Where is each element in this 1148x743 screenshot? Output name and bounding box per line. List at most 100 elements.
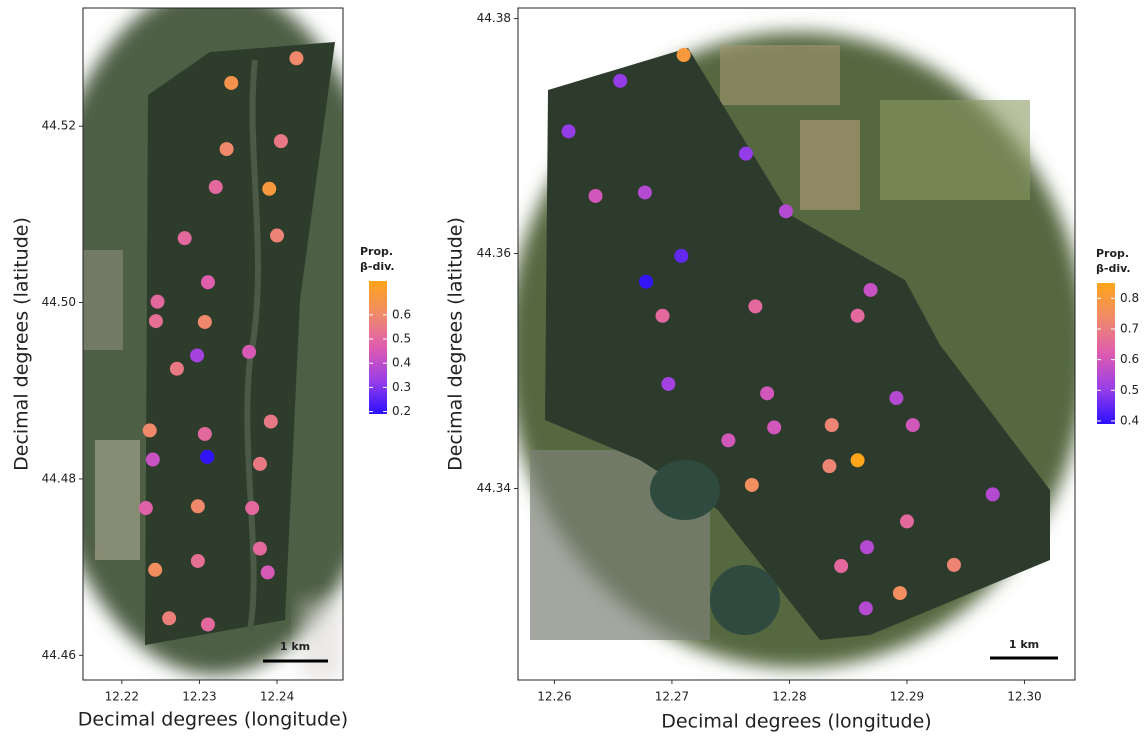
sample-point <box>639 274 654 289</box>
scale-bar-label: 1 km <box>280 640 310 653</box>
plot-frame <box>82 7 344 681</box>
sample-point <box>613 73 628 88</box>
colorbar-tick-label: 0.5 <box>1120 383 1139 397</box>
sample-point <box>177 231 192 246</box>
colorbar-tick-label: 0.8 <box>1120 291 1139 305</box>
sample-point <box>200 617 215 632</box>
sample-point <box>637 185 652 200</box>
sample-point <box>289 51 304 66</box>
colorbar-tick-label: 0.2 <box>392 404 411 418</box>
sample-point <box>148 562 163 577</box>
x-tick-label: 12.28 <box>772 690 806 704</box>
x-axis-label: Decimal degrees (longitude) <box>661 711 931 733</box>
y-tick-label: 44.46 <box>42 648 76 662</box>
legend-title: Prop. <box>1096 247 1129 260</box>
x-tick-label: 12.24 <box>260 690 294 704</box>
sample-point <box>824 418 839 433</box>
sample-point <box>767 420 782 435</box>
colorbar-tick-label: 0.5 <box>392 332 411 346</box>
sample-point <box>748 299 763 314</box>
sample-point <box>860 540 875 555</box>
sample-point <box>892 586 907 601</box>
sample-point <box>822 459 837 474</box>
sample-point <box>738 146 753 161</box>
sample-point <box>899 514 914 529</box>
legend-title: Prop. <box>360 245 393 258</box>
colorbar <box>1097 283 1115 424</box>
x-tick-label: 12.30 <box>1007 690 1041 704</box>
y-tick-label: 44.50 <box>42 295 76 309</box>
sample-point <box>834 559 849 574</box>
sample-point <box>676 47 691 62</box>
sample-point <box>863 282 878 297</box>
sample-point <box>561 124 576 139</box>
y-axis-label: Decimal degrees (latitude) <box>11 217 33 471</box>
colorbar-tick-label: 0.4 <box>1120 413 1139 427</box>
colorbar-tick-label: 0.7 <box>1120 321 1139 335</box>
colorbar-tick-label: 0.6 <box>1120 352 1139 366</box>
sample-point <box>661 376 676 391</box>
colorbar <box>369 281 387 414</box>
colorbar-tick-label: 0.6 <box>392 307 411 321</box>
colorbar-tick-label: 0.4 <box>392 356 411 370</box>
sample-point <box>190 348 205 363</box>
sample-point <box>273 134 288 149</box>
sample-point <box>263 414 278 429</box>
map-background <box>83 8 343 680</box>
sample-point <box>270 228 285 243</box>
sample-point <box>985 487 1000 502</box>
sample-point <box>905 418 920 433</box>
sample-point <box>148 314 163 329</box>
sample-point <box>744 477 759 492</box>
sample-point <box>197 314 212 329</box>
sample-point <box>778 204 793 219</box>
sample-point <box>169 361 184 376</box>
sample-point <box>208 180 223 195</box>
sample-point <box>252 541 267 556</box>
y-tick-label: 44.38 <box>477 11 511 25</box>
sample-point <box>252 456 267 471</box>
sample-point <box>142 423 157 438</box>
y-tick-label: 44.34 <box>477 481 511 495</box>
sample-point <box>946 557 961 572</box>
sample-point <box>721 433 736 448</box>
sample-point <box>858 601 873 616</box>
y-tick-label: 44.48 <box>42 471 76 485</box>
sample-point <box>760 386 775 401</box>
x-tick-label: 12.23 <box>182 690 216 704</box>
x-tick-label: 12.29 <box>890 690 924 704</box>
x-tick-label: 12.27 <box>655 690 689 704</box>
map-background <box>518 32 1075 668</box>
sample-point <box>190 553 205 568</box>
legend-title: β-div. <box>360 260 395 273</box>
y-tick-label: 44.36 <box>477 246 511 260</box>
x-tick-label: 12.22 <box>105 690 139 704</box>
sample-point <box>224 75 239 90</box>
sample-point <box>242 344 257 359</box>
sample-point <box>850 453 865 468</box>
y-tick-label: 44.52 <box>42 119 76 133</box>
sample-point <box>150 294 165 309</box>
sample-point <box>889 391 904 406</box>
sample-point <box>588 188 603 203</box>
sample-point <box>200 449 215 464</box>
plot-frame <box>517 7 1076 681</box>
sample-point <box>190 499 205 514</box>
y-axis-label: Decimal degrees (latitude) <box>445 217 467 471</box>
legend-title: β-div. <box>1096 262 1131 275</box>
sample-point <box>260 565 275 580</box>
sample-point <box>197 426 212 441</box>
sample-point <box>674 248 689 263</box>
sample-point <box>219 142 234 157</box>
scale-bar-label: 1 km <box>1009 638 1039 651</box>
colorbar-tick-label: 0.3 <box>392 380 411 394</box>
sample-point <box>262 181 277 196</box>
sample-point <box>655 308 670 323</box>
x-tick-label: 12.26 <box>537 690 571 704</box>
x-axis-label: Decimal degrees (longitude) <box>78 709 348 731</box>
sample-point <box>245 501 260 516</box>
sample-point <box>850 308 865 323</box>
sample-point <box>162 611 177 626</box>
